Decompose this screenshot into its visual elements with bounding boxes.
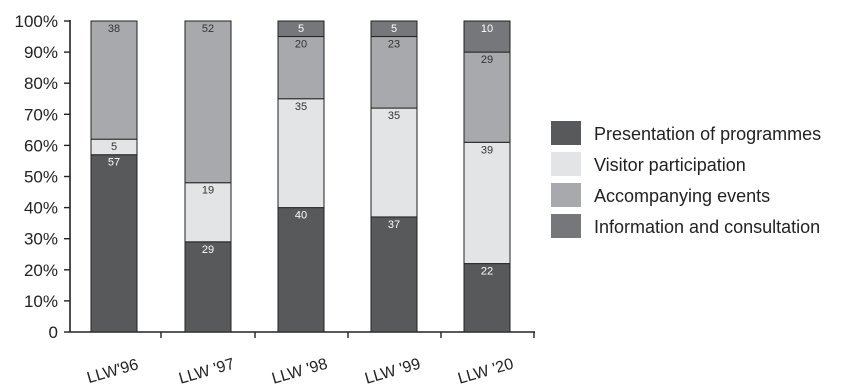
legend-swatch xyxy=(551,121,581,145)
bar-value-label: 10 xyxy=(481,23,493,35)
bar-segment xyxy=(184,241,232,333)
bar-value-label: 35 xyxy=(295,101,307,113)
y-tick-label: 20% xyxy=(24,261,58,280)
legend-swatch xyxy=(551,152,581,176)
y-tick-label: 10% xyxy=(24,292,58,311)
bar-segment xyxy=(277,98,325,209)
y-axis: 0 10% 20% 30% 40% 50% 60% 70% 80% 90% 100% xyxy=(15,12,71,342)
bar-value-label: 19 xyxy=(202,185,214,197)
bars: 57 5 38 29 19 52 40 35 20 5 37 35 23 5 22 39 29 10 xyxy=(90,20,511,333)
bar-segment xyxy=(277,20,325,38)
bar-segment xyxy=(463,20,511,53)
legend-label: Presentation of programmes xyxy=(594,124,821,144)
y-tick-label: 70% xyxy=(24,105,58,124)
x-category-label: LLW'96 xyxy=(85,356,140,387)
bar-segment xyxy=(90,20,138,140)
bar-segment xyxy=(463,141,511,265)
y-tick-label: 80% xyxy=(24,74,58,93)
x-category-label: LLW '97 xyxy=(177,356,237,388)
bar-value-label: 5 xyxy=(391,23,397,35)
bar-value-label: 40 xyxy=(295,210,307,222)
y-tick-label: 90% xyxy=(24,43,58,62)
x-axis: LLW'96 LLW '97 LLW '98 LLW '99 LLW '20 xyxy=(70,331,535,388)
bar-value-label: 22 xyxy=(481,266,493,278)
bar-segment xyxy=(463,51,511,143)
bar-value-label: 5 xyxy=(111,141,117,153)
bar-value-label: 5 xyxy=(298,23,304,35)
bar-segment xyxy=(370,216,418,333)
bar-value-label: 29 xyxy=(202,244,214,256)
bar-value-label: 52 xyxy=(202,23,214,35)
bar-segment xyxy=(184,20,232,184)
x-category-label: LLW '20 xyxy=(456,356,516,388)
bar-segment xyxy=(277,207,325,333)
legend-swatch xyxy=(551,214,581,238)
bar-value-label: 29 xyxy=(481,54,493,66)
bar-value-label: 39 xyxy=(481,144,493,156)
bar-value-label: 23 xyxy=(388,39,400,51)
bar-segment xyxy=(90,154,138,333)
bar-value-label: 37 xyxy=(388,219,400,231)
bar-segment xyxy=(463,263,511,333)
bar-value-label: 38 xyxy=(108,23,120,35)
legend-label: Visitor participation xyxy=(594,155,746,175)
y-tick-label: 0 xyxy=(49,323,58,342)
y-tick-label: 40% xyxy=(24,199,58,218)
x-category-label: LLW '98 xyxy=(270,356,330,388)
bar-segment xyxy=(370,20,418,38)
bar-segment xyxy=(370,107,418,218)
legend-label: Information and consultation xyxy=(594,217,820,237)
bar-value-label: 20 xyxy=(295,39,307,51)
y-tick-label: 100% xyxy=(15,12,58,31)
legend: Presentation of programmes Visitor partic… xyxy=(551,121,821,238)
bar-value-label: 35 xyxy=(388,110,400,122)
bar-value-label: 57 xyxy=(108,157,120,169)
y-tick-label: 60% xyxy=(24,136,58,155)
y-tick-label: 50% xyxy=(24,168,58,187)
bar-segment xyxy=(184,182,232,243)
legend-swatch xyxy=(551,183,581,207)
legend-label: Accompanying events xyxy=(594,186,770,206)
x-category-label: LLW '99 xyxy=(363,356,423,388)
y-tick-label: 30% xyxy=(24,230,58,249)
